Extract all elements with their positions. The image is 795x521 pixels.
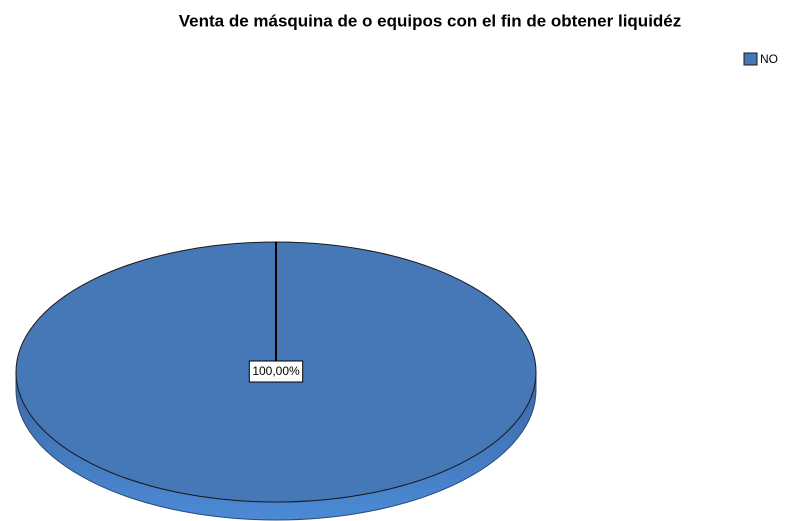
data-label-box — [248, 360, 304, 383]
legend-swatch — [743, 52, 758, 66]
data-label: 100,00% — [252, 364, 300, 378]
legend-label: NO — [760, 52, 778, 66]
chart-title: Venta de másquina de o equipos con el fi… — [179, 11, 682, 30]
